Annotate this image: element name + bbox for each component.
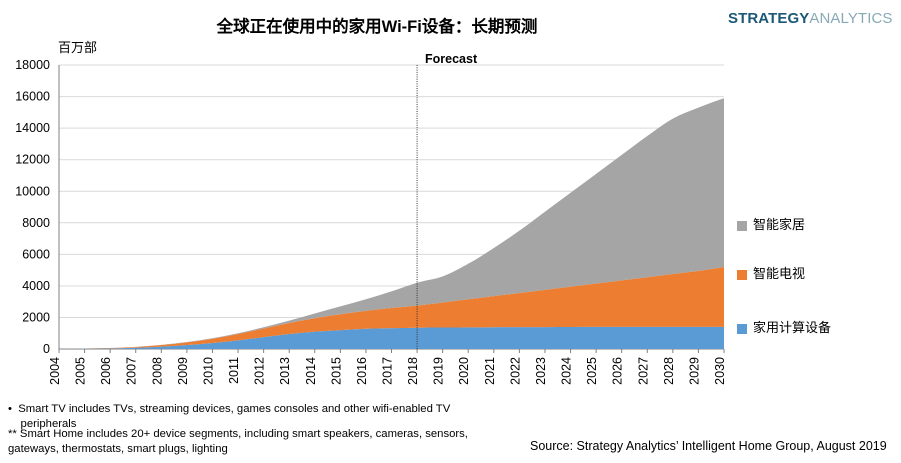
svg-text:2013: 2013 xyxy=(278,357,292,385)
svg-text:2000: 2000 xyxy=(22,311,50,325)
svg-text:2009: 2009 xyxy=(176,357,190,385)
svg-text:2027: 2027 xyxy=(636,357,650,385)
svg-text:2008: 2008 xyxy=(150,357,164,385)
svg-text:14000: 14000 xyxy=(15,121,50,135)
svg-text:2030: 2030 xyxy=(713,357,727,385)
svg-text:2006: 2006 xyxy=(99,357,113,385)
svg-text:12000: 12000 xyxy=(15,153,50,167)
svg-text:2028: 2028 xyxy=(662,357,676,385)
svg-text:2015: 2015 xyxy=(329,357,343,385)
svg-text:2019: 2019 xyxy=(432,357,446,385)
svg-text:2016: 2016 xyxy=(355,357,369,385)
svg-text:2010: 2010 xyxy=(201,357,215,385)
svg-text:2007: 2007 xyxy=(125,357,139,385)
svg-text:10000: 10000 xyxy=(15,184,50,198)
svg-text:2024: 2024 xyxy=(560,357,574,385)
svg-text:4000: 4000 xyxy=(22,279,50,293)
svg-text:2022: 2022 xyxy=(508,357,522,385)
svg-text:2021: 2021 xyxy=(483,357,497,385)
svg-text:2005: 2005 xyxy=(74,357,88,385)
svg-text:2025: 2025 xyxy=(585,357,599,385)
svg-text:2023: 2023 xyxy=(534,357,548,385)
svg-text:2029: 2029 xyxy=(687,357,701,385)
svg-text:2026: 2026 xyxy=(611,357,625,385)
svg-text:8000: 8000 xyxy=(22,216,50,230)
svg-text:0: 0 xyxy=(43,342,50,356)
svg-text:2011: 2011 xyxy=(227,357,241,384)
svg-text:18000: 18000 xyxy=(15,58,50,72)
svg-text:2017: 2017 xyxy=(381,357,395,385)
svg-text:16000: 16000 xyxy=(15,90,50,104)
svg-text:2014: 2014 xyxy=(304,357,318,385)
svg-text:2012: 2012 xyxy=(253,357,267,385)
svg-text:2004: 2004 xyxy=(48,357,62,385)
svg-text:2018: 2018 xyxy=(406,357,420,385)
svg-text:2020: 2020 xyxy=(457,357,471,385)
svg-text:6000: 6000 xyxy=(22,247,50,261)
